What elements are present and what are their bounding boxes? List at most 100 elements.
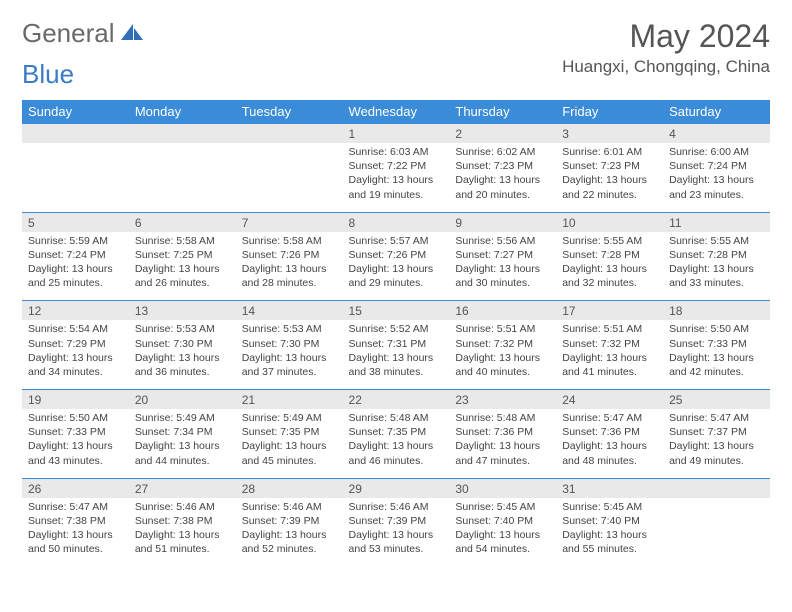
dayhead-thu: Thursday xyxy=(449,100,556,124)
sunrise-text: Sunrise: 5:47 AM xyxy=(562,411,657,425)
sunset-text: Sunset: 7:40 PM xyxy=(455,514,550,528)
daylight-text-2: and 25 minutes. xyxy=(28,276,123,290)
sunrise-text: Sunrise: 6:01 AM xyxy=(562,145,657,159)
daylight-text-2: and 33 minutes. xyxy=(669,276,764,290)
day-number-cell: 11 xyxy=(663,212,770,232)
day-data-cell: Sunrise: 5:53 AMSunset: 7:30 PMDaylight:… xyxy=(129,320,236,389)
daylight-text-1: Daylight: 13 hours xyxy=(28,528,123,542)
sunset-text: Sunset: 7:37 PM xyxy=(669,425,764,439)
day-data-cell: Sunrise: 5:58 AMSunset: 7:26 PMDaylight:… xyxy=(236,232,343,301)
sunset-text: Sunset: 7:38 PM xyxy=(135,514,230,528)
sunrise-text: Sunrise: 6:02 AM xyxy=(455,145,550,159)
daylight-text-2: and 55 minutes. xyxy=(562,542,657,556)
day-data-cell: Sunrise: 5:56 AMSunset: 7:27 PMDaylight:… xyxy=(449,232,556,301)
daylight-text-2: and 36 minutes. xyxy=(135,365,230,379)
day-data-cell: Sunrise: 5:49 AMSunset: 7:35 PMDaylight:… xyxy=(236,409,343,478)
sunrise-text: Sunrise: 5:51 AM xyxy=(562,322,657,336)
daylight-text-2: and 30 minutes. xyxy=(455,276,550,290)
sunrise-text: Sunrise: 5:51 AM xyxy=(455,322,550,336)
sunset-text: Sunset: 7:30 PM xyxy=(135,337,230,351)
sunset-text: Sunset: 7:34 PM xyxy=(135,425,230,439)
week-numrow: 19202122232425 xyxy=(22,390,770,410)
day-number-cell: 28 xyxy=(236,478,343,498)
day-data-cell: Sunrise: 5:51 AMSunset: 7:32 PMDaylight:… xyxy=(449,320,556,389)
day-number-cell: 27 xyxy=(129,478,236,498)
day-data-cell: Sunrise: 5:46 AMSunset: 7:38 PMDaylight:… xyxy=(129,498,236,567)
sunset-text: Sunset: 7:23 PM xyxy=(562,159,657,173)
daylight-text-2: and 20 minutes. xyxy=(455,188,550,202)
sunset-text: Sunset: 7:32 PM xyxy=(455,337,550,351)
daylight-text-1: Daylight: 13 hours xyxy=(562,439,657,453)
sunrise-text: Sunrise: 5:49 AM xyxy=(135,411,230,425)
day-number-cell: 6 xyxy=(129,212,236,232)
day-data-cell: Sunrise: 5:45 AMSunset: 7:40 PMDaylight:… xyxy=(449,498,556,567)
daylight-text-2: and 41 minutes. xyxy=(562,365,657,379)
daylight-text-2: and 51 minutes. xyxy=(135,542,230,556)
daylight-text-1: Daylight: 13 hours xyxy=(135,262,230,276)
week-numrow: 567891011 xyxy=(22,212,770,232)
sunset-text: Sunset: 7:36 PM xyxy=(455,425,550,439)
day-number-cell: 16 xyxy=(449,301,556,321)
sunrise-text: Sunrise: 5:53 AM xyxy=(135,322,230,336)
logo-text-blue: Blue xyxy=(22,59,74,90)
sunrise-text: Sunrise: 5:58 AM xyxy=(135,234,230,248)
day-data-cell: Sunrise: 5:51 AMSunset: 7:32 PMDaylight:… xyxy=(556,320,663,389)
daylight-text-1: Daylight: 13 hours xyxy=(135,439,230,453)
daylight-text-1: Daylight: 13 hours xyxy=(562,262,657,276)
day-data-cell: Sunrise: 6:02 AMSunset: 7:23 PMDaylight:… xyxy=(449,143,556,212)
daylight-text-2: and 22 minutes. xyxy=(562,188,657,202)
day-data-cell: Sunrise: 5:58 AMSunset: 7:25 PMDaylight:… xyxy=(129,232,236,301)
daylight-text-2: and 40 minutes. xyxy=(455,365,550,379)
sunrise-text: Sunrise: 5:48 AM xyxy=(349,411,444,425)
day-data-cell: Sunrise: 5:45 AMSunset: 7:40 PMDaylight:… xyxy=(556,498,663,567)
day-data-cell: Sunrise: 6:00 AMSunset: 7:24 PMDaylight:… xyxy=(663,143,770,212)
daylight-text-2: and 50 minutes. xyxy=(28,542,123,556)
day-number-cell: 24 xyxy=(556,390,663,410)
daylight-text-1: Daylight: 13 hours xyxy=(455,351,550,365)
logo: General xyxy=(22,18,145,49)
day-number-cell: 17 xyxy=(556,301,663,321)
day-data-cell: Sunrise: 5:50 AMSunset: 7:33 PMDaylight:… xyxy=(663,320,770,389)
sunset-text: Sunset: 7:39 PM xyxy=(242,514,337,528)
sunrise-text: Sunrise: 5:58 AM xyxy=(242,234,337,248)
daylight-text-1: Daylight: 13 hours xyxy=(349,528,444,542)
day-number-cell: 18 xyxy=(663,301,770,321)
daylight-text-2: and 49 minutes. xyxy=(669,454,764,468)
day-number-cell: 30 xyxy=(449,478,556,498)
week-datarow: Sunrise: 5:59 AMSunset: 7:24 PMDaylight:… xyxy=(22,232,770,301)
daylight-text-2: and 53 minutes. xyxy=(349,542,444,556)
day-number-cell: 14 xyxy=(236,301,343,321)
day-data-cell: Sunrise: 6:03 AMSunset: 7:22 PMDaylight:… xyxy=(343,143,450,212)
day-data-cell: Sunrise: 5:55 AMSunset: 7:28 PMDaylight:… xyxy=(556,232,663,301)
sunset-text: Sunset: 7:25 PM xyxy=(135,248,230,262)
daylight-text-1: Daylight: 13 hours xyxy=(28,262,123,276)
sunset-text: Sunset: 7:31 PM xyxy=(349,337,444,351)
daylight-text-2: and 26 minutes. xyxy=(135,276,230,290)
daylight-text-1: Daylight: 13 hours xyxy=(669,173,764,187)
sunrise-text: Sunrise: 5:46 AM xyxy=(242,500,337,514)
day-data-cell: Sunrise: 5:47 AMSunset: 7:36 PMDaylight:… xyxy=(556,409,663,478)
day-number-cell: 25 xyxy=(663,390,770,410)
sunset-text: Sunset: 7:33 PM xyxy=(28,425,123,439)
daylight-text-1: Daylight: 13 hours xyxy=(669,262,764,276)
dayhead-sat: Saturday xyxy=(663,100,770,124)
sunset-text: Sunset: 7:35 PM xyxy=(349,425,444,439)
sunrise-text: Sunrise: 5:57 AM xyxy=(349,234,444,248)
sunrise-text: Sunrise: 5:55 AM xyxy=(562,234,657,248)
sunrise-text: Sunrise: 5:45 AM xyxy=(455,500,550,514)
sunrise-text: Sunrise: 5:47 AM xyxy=(28,500,123,514)
day-data-cell: Sunrise: 5:57 AMSunset: 7:26 PMDaylight:… xyxy=(343,232,450,301)
daylight-text-1: Daylight: 13 hours xyxy=(455,173,550,187)
sunset-text: Sunset: 7:24 PM xyxy=(669,159,764,173)
sunrise-text: Sunrise: 5:53 AM xyxy=(242,322,337,336)
day-number-cell: 13 xyxy=(129,301,236,321)
day-number-cell: 26 xyxy=(22,478,129,498)
daylight-text-2: and 28 minutes. xyxy=(242,276,337,290)
location: Huangxi, Chongqing, China xyxy=(562,57,770,77)
day-data-cell xyxy=(236,143,343,212)
daylight-text-1: Daylight: 13 hours xyxy=(669,351,764,365)
title-block: May 2024 Huangxi, Chongqing, China xyxy=(562,18,770,77)
week-datarow: Sunrise: 5:50 AMSunset: 7:33 PMDaylight:… xyxy=(22,409,770,478)
daylight-text-1: Daylight: 13 hours xyxy=(242,262,337,276)
day-number-cell: 29 xyxy=(343,478,450,498)
